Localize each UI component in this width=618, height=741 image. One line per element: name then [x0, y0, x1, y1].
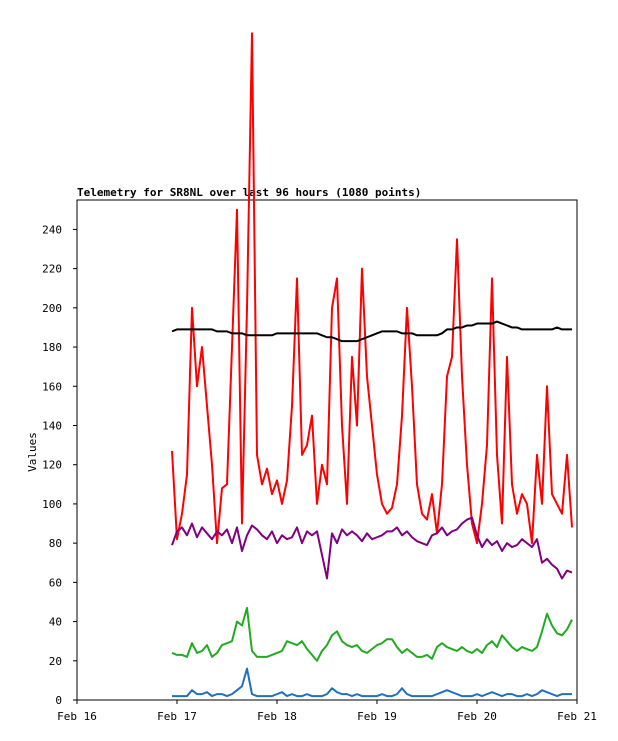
x-tick-label: Feb 17	[157, 710, 197, 723]
y-tick-label: 120	[42, 459, 62, 472]
y-tick-label: 20	[49, 655, 62, 668]
x-tick-label: Feb 18	[257, 710, 297, 723]
y-tick-label: 100	[42, 498, 62, 511]
series-line	[171, 320, 572, 343]
y-tick-label: 240	[42, 223, 62, 236]
y-tick-label: 220	[42, 263, 62, 276]
y-tick-label: 140	[42, 419, 62, 432]
y-axis-label: Values	[26, 432, 39, 472]
series-line	[171, 606, 573, 662]
x-tick-label: Feb 16	[57, 710, 97, 723]
y-tick-label: 60	[49, 576, 62, 589]
y-tick-label: 180	[42, 341, 62, 354]
y-tick-label: 40	[49, 616, 62, 629]
y-tick-label: 200	[42, 302, 62, 315]
x-tick-label: Feb 21	[557, 710, 597, 723]
series-line	[172, 667, 572, 698]
y-tick-label: 0	[55, 694, 62, 707]
y-tick-label: 80	[49, 537, 62, 550]
x-tick-label: Feb 20	[457, 710, 497, 723]
series-line	[171, 516, 573, 580]
y-tick-label: 160	[42, 380, 62, 393]
series-line	[171, 32, 573, 545]
x-tick-label: Feb 19	[357, 710, 397, 723]
plot-frame	[76, 199, 578, 701]
